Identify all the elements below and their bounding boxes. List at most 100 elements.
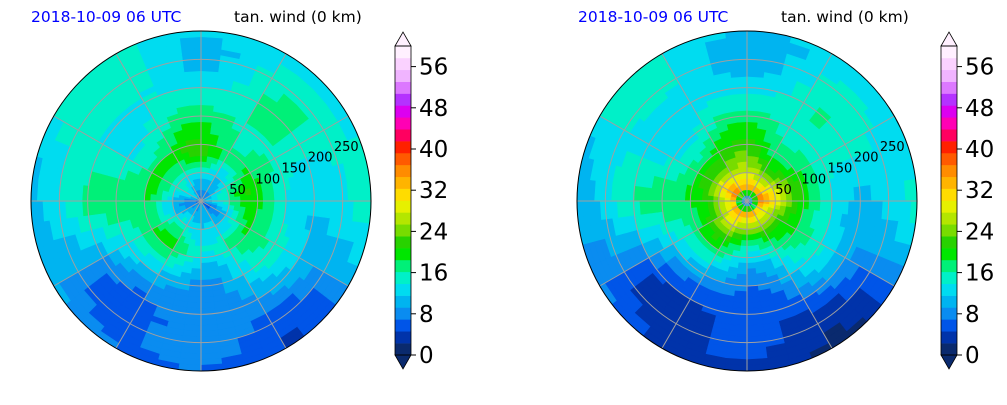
chart-title-left: 2018-10-09 06 UTC: [578, 8, 729, 26]
azimuth-line: [746, 115, 895, 202]
colorbar-level: [395, 164, 411, 178]
colorbar-level: [395, 236, 411, 249]
radial-tick-label: 250: [880, 140, 905, 155]
azimuth-line: [746, 200, 833, 349]
colorbar-level: [395, 224, 411, 237]
colorbar-level: [941, 331, 957, 344]
colorbar-level: [395, 129, 411, 142]
colorbar-level: [395, 117, 411, 130]
colorbar-tick-label: 16: [965, 261, 994, 287]
azimuth-line: [53, 200, 202, 287]
colorbar-level: [395, 141, 411, 154]
azimuth-line: [599, 200, 748, 287]
colorbar-level: [941, 141, 957, 154]
colorbar-extend-max: [940, 31, 958, 47]
colorbar-level: [395, 200, 411, 213]
colorbar-tick-label: 8: [965, 302, 980, 328]
colorbar-tick-label: 32: [419, 178, 448, 204]
wind-field: [577, 31, 917, 371]
colorbar-level: [395, 259, 411, 273]
radial-tick-label: 200: [854, 151, 879, 166]
colorbar-level: [941, 307, 957, 320]
colorbar-level: [941, 283, 957, 296]
colorbar-level: [395, 188, 411, 201]
colorbar-tick-label: 8: [419, 302, 434, 328]
colorbar-level: [395, 81, 411, 94]
colorbar-tick-label: 24: [419, 219, 448, 245]
colorbar-level: [395, 283, 411, 296]
range-rings: [31, 31, 371, 371]
colorbar: 0 8 16 24 32 40 48 56: [394, 31, 448, 370]
colorbar-level: [941, 212, 957, 225]
colorbar-level: [941, 105, 957, 118]
azimuth-line: [746, 53, 833, 202]
colorbar-extend-min: [394, 354, 412, 370]
radial-tick-label: 250: [334, 140, 359, 155]
colorbar-level: [941, 46, 957, 59]
radial-tick-label: 150: [282, 162, 307, 177]
colorbar-extend-max: [394, 31, 412, 47]
wind-field: [31, 31, 371, 371]
colorbar-level: [395, 271, 411, 284]
colorbar-level: [941, 164, 957, 178]
colorbar-level: [941, 152, 957, 166]
colorbar-level: [941, 117, 957, 130]
colorbar-level: [395, 212, 411, 225]
plot-outline: [30, 30, 372, 372]
colorbar-level: [941, 81, 957, 94]
colorbar-tick-label: 24: [965, 219, 994, 245]
azimuth-line: [661, 53, 748, 202]
chart-title-right: tan. wind (0 km): [781, 8, 909, 26]
colorbar-level: [941, 129, 957, 142]
colorbar-level: [941, 224, 957, 237]
colorbar-level: [941, 259, 957, 273]
plot-outline: [576, 30, 918, 372]
colorbar-tick-label: 56: [965, 55, 994, 81]
azimuth-line: [746, 200, 895, 287]
colorbar-level: [395, 343, 411, 356]
colorbar-level: [941, 248, 957, 261]
colorbar-level: [941, 295, 957, 308]
azimuth-line: [53, 115, 202, 202]
colorbar-tick-label: 48: [419, 96, 448, 122]
chart-panel-left: 2018-10-09 06 UTC tan. wind (0 km) 50 100…: [0, 0, 500, 401]
colorbar-tick-label: 56: [419, 55, 448, 81]
colorbar-level: [395, 57, 411, 71]
colorbar-level: [941, 57, 957, 71]
colorbar-level: [941, 176, 957, 189]
colorbar-tick-label: 48: [965, 96, 994, 122]
colorbar-level: [941, 271, 957, 284]
radial-tick-label: 200: [308, 151, 333, 166]
colorbar-level: [395, 248, 411, 261]
radial-tick-label: 100: [255, 172, 280, 187]
colorbar-level: [941, 319, 957, 332]
colorbar-level: [395, 176, 411, 189]
colorbar-level: [941, 69, 957, 82]
colorbar-level: [941, 200, 957, 213]
colorbar-level: [395, 331, 411, 344]
colorbar-level: [395, 105, 411, 118]
colorbar-tick-label: 0: [965, 343, 980, 369]
azimuth-line: [661, 200, 748, 349]
azimuth-line: [200, 200, 287, 349]
chart-title-right: tan. wind (0 km): [234, 8, 362, 26]
colorbar-level: [395, 319, 411, 332]
azimuth-line: [115, 200, 202, 349]
colorbar-level: [395, 295, 411, 308]
azimuth-line: [200, 115, 349, 202]
colorbar-tick-label: 40: [965, 137, 994, 163]
colorbar-tick-label: 16: [419, 261, 448, 287]
chart-panel-right: 2018-10-09 06 UTC tan. wind (0 km) 50 100…: [547, 0, 1007, 401]
azimuth-line: [115, 53, 202, 202]
chart-title-left: 2018-10-09 06 UTC: [31, 8, 182, 26]
colorbar: 0 8 16 24 32 40 48 56: [940, 31, 994, 370]
radial-tick-label: 50: [229, 183, 246, 198]
azimuth-line: [200, 53, 287, 202]
colorbar-tick-label: 32: [965, 178, 994, 204]
radial-tick-label: 50: [775, 183, 792, 198]
colorbar-level: [941, 93, 957, 106]
colorbar-level: [941, 236, 957, 249]
azimuth-line: [200, 200, 349, 287]
